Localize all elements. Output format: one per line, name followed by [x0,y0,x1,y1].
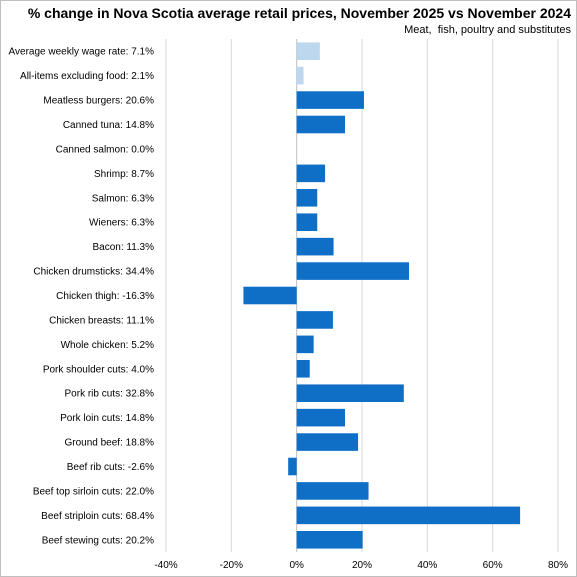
x-tick-label: 60% [483,560,503,571]
x-tick-label: -40% [154,560,177,571]
bar [288,457,297,476]
x-tick-label: 80% [548,560,568,571]
category-label: Canned salmon: 0.0% [56,144,155,155]
x-tick-label: 20% [352,560,372,571]
category-label: Chicken drumsticks: 34.4% [33,267,154,278]
category-label: Pork rib cuts: 32.8% [65,389,155,400]
category-label: Beef rib cuts: -2.6% [67,462,154,473]
x-tick-label: 40% [417,560,437,571]
category-label: Average weekly wage rate: 7.1% [9,47,155,58]
bar [296,91,364,109]
category-label: Salmon: 6.3% [92,193,154,204]
category-label: Bacon: 11.3% [92,242,154,253]
category-label: Beef striploin cuts: 68.4% [41,511,154,522]
gridlines [165,39,559,552]
category-label: All-items excluding food: 2.1% [20,71,154,82]
x-tick-label: 0% [289,560,304,571]
bar [296,335,314,354]
x-axis-ticks: -40% -20% 0% 20% 40% 60% 80% [154,560,568,571]
bars [243,42,521,549]
bar [296,482,369,500]
bar [296,262,410,280]
category-labels: Average weekly wage rate: 7.1% All-items … [9,47,155,547]
chart-subtitle: Meat, fish, poultry and substitutes [404,24,571,36]
category-label: Chicken breasts: 11.1% [49,315,154,326]
bar [296,530,363,549]
category-label: Shrimp: 8.7% [94,169,154,180]
bar [296,115,346,134]
bar [296,433,359,451]
bar [296,237,334,256]
category-label: Canned tuna: 14.8% [63,120,154,131]
category-label: Pork shoulder cuts: 4.0% [43,364,154,375]
bar [296,408,346,427]
x-tick-label: -20% [220,560,243,571]
chart-title: % change in Nova Scotia average retail p… [27,5,571,21]
category-label: Pork loin cuts: 14.8% [60,413,154,424]
category-label: Meatless burgers: 20.6% [43,96,154,107]
bar [296,42,320,61]
category-label: Ground beef: 18.8% [64,438,154,449]
category-label: Whole chicken: 5.2% [61,340,154,351]
bar [296,506,521,525]
bar [296,213,318,232]
bar [296,66,304,85]
category-label: Chicken thigh: -16.3% [56,291,154,302]
category-label: Beef stewing cuts: 20.2% [42,535,154,546]
bar [296,384,404,403]
bar [296,359,310,378]
bar [296,188,318,207]
category-label: Beef top sirloin cuts: 22.0% [33,486,154,497]
bar [243,286,297,305]
bar [296,164,326,183]
bar [296,311,333,329]
category-label: Wieners: 6.3% [89,218,154,229]
